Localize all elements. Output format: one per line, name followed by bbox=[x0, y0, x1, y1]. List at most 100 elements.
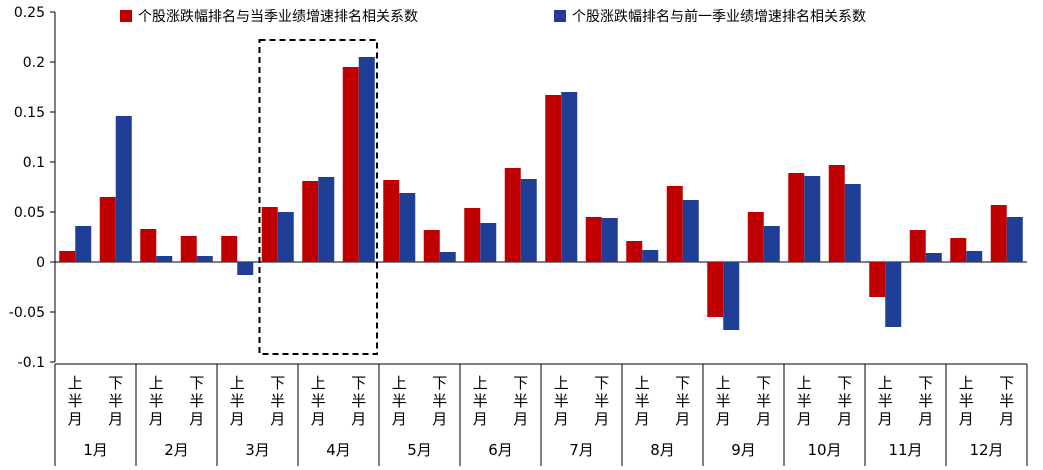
bar-previous-quarter bbox=[399, 193, 416, 262]
half-month-label: 上半月 bbox=[959, 374, 974, 428]
half-month-char: 下 bbox=[108, 374, 123, 392]
bar-current-quarter bbox=[585, 217, 602, 262]
half-month-label: 下半月 bbox=[189, 374, 204, 428]
highlight-box bbox=[258, 39, 378, 355]
bars bbox=[59, 57, 1023, 330]
bar-previous-quarter bbox=[520, 179, 537, 262]
half-month-char: 上 bbox=[554, 374, 569, 392]
bar-current-quarter bbox=[828, 165, 845, 262]
half-month-char: 月 bbox=[594, 410, 609, 428]
half-month-char: 上 bbox=[311, 374, 326, 392]
half-month-char: 下 bbox=[837, 374, 852, 392]
bar-current-quarter bbox=[140, 229, 157, 262]
bar-current-quarter bbox=[423, 230, 440, 262]
bar-previous-quarter bbox=[925, 253, 942, 262]
bar-previous-quarter bbox=[196, 256, 213, 262]
bar-current-quarter bbox=[180, 236, 197, 262]
half-month-label: 下半月 bbox=[270, 374, 285, 428]
bar-current-quarter bbox=[626, 241, 643, 262]
half-month-char: 月 bbox=[635, 410, 650, 428]
half-month-char: 半 bbox=[594, 392, 609, 410]
bar-previous-quarter bbox=[75, 226, 92, 262]
bar-current-quarter bbox=[383, 180, 400, 262]
bar-previous-quarter bbox=[966, 251, 983, 262]
half-month-label: 下半月 bbox=[513, 374, 528, 428]
month-label: 2月 bbox=[164, 441, 189, 459]
half-month-char: 下 bbox=[918, 374, 933, 392]
half-month-char: 月 bbox=[432, 410, 447, 428]
half-month-char: 半 bbox=[351, 392, 366, 410]
month-label: 12月 bbox=[969, 441, 1003, 459]
half-month-char: 月 bbox=[797, 410, 812, 428]
half-month-char: 月 bbox=[999, 410, 1014, 428]
bar-current-quarter bbox=[99, 197, 116, 262]
half-month-char: 半 bbox=[797, 392, 812, 410]
legend-swatch-current-quarter bbox=[120, 10, 132, 22]
bar-previous-quarter bbox=[723, 262, 740, 330]
bar-current-quarter bbox=[545, 95, 562, 262]
half-month-char: 上 bbox=[149, 374, 164, 392]
half-month-label: 下半月 bbox=[837, 374, 852, 428]
half-month-char: 月 bbox=[189, 410, 204, 428]
month-label: 4月 bbox=[326, 441, 351, 459]
half-month-label: 下半月 bbox=[594, 374, 609, 428]
half-month-label: 下半月 bbox=[432, 374, 447, 428]
half-month-char: 下 bbox=[756, 374, 771, 392]
bar-current-quarter bbox=[464, 208, 481, 262]
half-month-char: 半 bbox=[311, 392, 326, 410]
half-month-char: 半 bbox=[392, 392, 407, 410]
half-month-char: 半 bbox=[959, 392, 974, 410]
half-month-label: 上半月 bbox=[473, 374, 488, 428]
y-axis: -0.1 -0.05 0 0.05 0.1 0.15 0.2 0.25 bbox=[9, 5, 1027, 371]
half-month-char: 下 bbox=[189, 374, 204, 392]
half-month-char: 月 bbox=[959, 410, 974, 428]
bar-current-quarter bbox=[909, 230, 926, 262]
bar-current-quarter bbox=[869, 262, 886, 297]
half-month-char: 月 bbox=[230, 410, 245, 428]
legend-label-previous-quarter: 个股涨跌幅排名与前一季业绩增速排名相关系数 bbox=[572, 8, 866, 25]
month-label: 9月 bbox=[731, 441, 756, 459]
half-month-label: 下半月 bbox=[351, 374, 366, 428]
half-month-char: 月 bbox=[149, 410, 164, 428]
month-label: 6月 bbox=[488, 441, 513, 459]
bar-previous-quarter bbox=[318, 177, 335, 262]
half-month-label: 上半月 bbox=[230, 374, 245, 428]
half-month-char: 半 bbox=[918, 392, 933, 410]
half-month-label: 下半月 bbox=[108, 374, 123, 428]
half-month-char: 半 bbox=[837, 392, 852, 410]
half-month-label: 上半月 bbox=[149, 374, 164, 428]
half-month-label: 上半月 bbox=[311, 374, 326, 428]
half-month-char: 半 bbox=[635, 392, 650, 410]
half-month-char: 下 bbox=[432, 374, 447, 392]
legend: 个股涨跌幅排名与当季业绩增速排名相关系数 个股涨跌幅排名与前一季业绩增速排名相关… bbox=[120, 8, 866, 25]
half-month-char: 上 bbox=[635, 374, 650, 392]
half-month-char: 半 bbox=[473, 392, 488, 410]
bar-previous-quarter bbox=[358, 57, 375, 262]
y-tick-label: 0.2 bbox=[23, 55, 45, 71]
half-month-char: 半 bbox=[432, 392, 447, 410]
bar-current-quarter bbox=[666, 186, 683, 262]
month-label: 5月 bbox=[407, 441, 432, 459]
half-month-char: 半 bbox=[230, 392, 245, 410]
half-month-char: 下 bbox=[270, 374, 285, 392]
half-month-label: 下半月 bbox=[675, 374, 690, 428]
half-month-label: 上半月 bbox=[878, 374, 893, 428]
half-month-char: 下 bbox=[351, 374, 366, 392]
half-month-char: 半 bbox=[756, 392, 771, 410]
half-month-char: 上 bbox=[230, 374, 245, 392]
half-month-char: 月 bbox=[473, 410, 488, 428]
bar-previous-quarter bbox=[844, 184, 861, 262]
month-label: 10月 bbox=[807, 441, 841, 459]
bar-previous-quarter bbox=[439, 252, 456, 262]
half-month-char: 月 bbox=[554, 410, 569, 428]
half-month-char: 半 bbox=[878, 392, 893, 410]
half-month-char: 月 bbox=[675, 410, 690, 428]
x-axis: 上半月下半月上半月下半月上半月下半月上半月下半月上半月下半月上半月下半月上半月下… bbox=[54, 363, 1028, 466]
half-month-char: 半 bbox=[716, 392, 731, 410]
bar-current-quarter bbox=[504, 168, 521, 262]
half-month-label: 下半月 bbox=[999, 374, 1014, 428]
bar-current-quarter bbox=[342, 67, 359, 262]
half-month-char: 月 bbox=[68, 410, 83, 428]
half-month-char: 月 bbox=[270, 410, 285, 428]
